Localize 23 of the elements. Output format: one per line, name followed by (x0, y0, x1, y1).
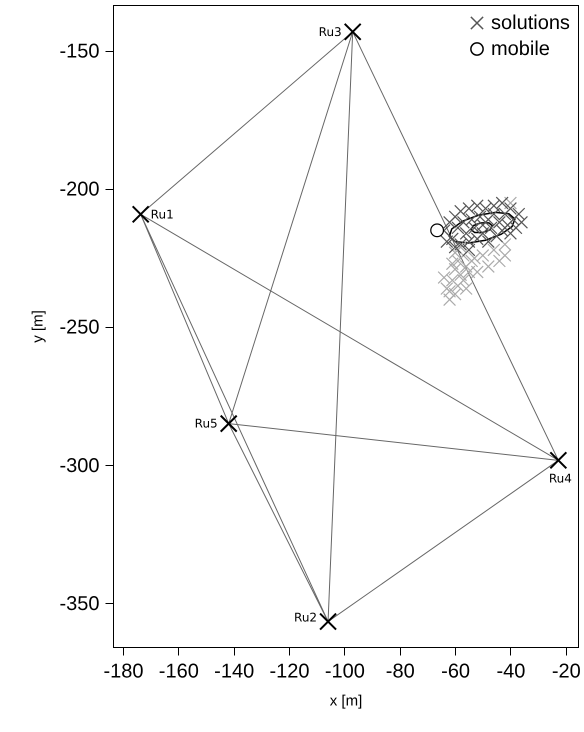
y-axis-title: y [m] (29, 310, 46, 343)
legend-label: solutions (491, 12, 570, 34)
x-tick-label: -60 (441, 660, 470, 682)
annotation: Ru5 (194, 416, 218, 431)
x-axis-title: x [m] (330, 692, 362, 710)
x-tick-label: -100 (324, 660, 365, 682)
y-tick-label: -250 (59, 316, 100, 339)
x-tick-label: -40 (496, 660, 526, 682)
y-tick-label: -200 (59, 178, 100, 201)
x-tick-label: -120 (270, 660, 310, 682)
annotation: Ru1 (150, 207, 174, 222)
y-tick-label: -300 (59, 454, 100, 477)
y-tick-label: -150 (59, 40, 100, 63)
annotation: Ru4 (548, 471, 572, 486)
annotation: Ru3 (318, 24, 342, 39)
annotation: Ru2 (294, 610, 318, 625)
x-tick-label: -80 (386, 660, 415, 682)
x-tick-label: -160 (158, 660, 199, 682)
x-tick-label: -140 (214, 660, 254, 682)
legend-label: mobile (491, 38, 550, 60)
x-tick-label: -20 (552, 660, 581, 682)
x-tick-label: -180 (103, 660, 144, 682)
y-tick-label: -350 (59, 592, 100, 615)
